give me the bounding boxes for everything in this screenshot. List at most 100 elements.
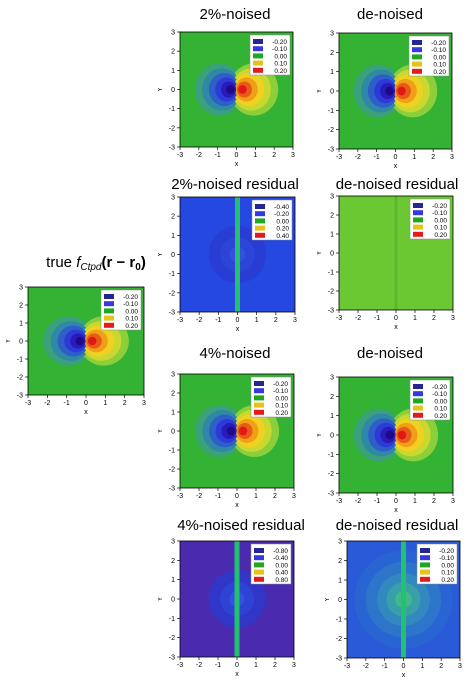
legend-label: -0.10 xyxy=(439,555,454,562)
positive-lobe xyxy=(238,426,248,436)
legend-swatch xyxy=(254,548,264,553)
legend-label: -0.40 xyxy=(273,555,288,562)
y-tick-label: 2 xyxy=(338,558,342,565)
y-tick-label: -3 xyxy=(169,310,175,317)
legend-swatch xyxy=(254,576,264,582)
y-tick-label: 0 xyxy=(338,597,342,604)
true-argument-sub: 0 xyxy=(135,262,141,273)
legend: -0.20-0.100.000.100.20 xyxy=(416,543,458,585)
x-tick-label: 1 xyxy=(412,154,416,161)
positive-lobe xyxy=(397,430,407,440)
title-4-noised: 4%-noised xyxy=(199,345,271,362)
plot-area-r4 xyxy=(180,541,294,657)
legend-swatch xyxy=(104,315,114,321)
legend-label: 0.10 xyxy=(434,225,447,232)
x-tick-label: -3 xyxy=(25,400,31,407)
y-axis-label: Y xyxy=(317,88,323,93)
legend-label: 0.20 xyxy=(275,410,288,417)
true-argument: (r − r xyxy=(101,254,136,271)
x-tick-label: 2 xyxy=(274,317,278,324)
x-tick-label: 3 xyxy=(450,154,454,161)
y-tick-label: -2 xyxy=(169,125,175,132)
x-tick-label: -3 xyxy=(177,152,183,159)
x-axis-label: x xyxy=(394,324,398,330)
legend: -0.20-0.100.000.100.20 xyxy=(249,34,291,76)
negative-lobe xyxy=(385,430,395,440)
plot-area-dr4 xyxy=(347,541,460,658)
title-denoised-2: de-noised xyxy=(357,6,423,23)
legend-swatch xyxy=(254,555,264,561)
y-tick-label: 1 xyxy=(330,413,334,420)
residual-center-line xyxy=(235,197,240,312)
legend: -0.20-0.100.000.100.20 xyxy=(409,198,451,240)
y-tick-label: 1 xyxy=(171,577,175,584)
x-tick-label: -2 xyxy=(363,663,369,670)
legend: -0.20-0.100.000.100.20 xyxy=(409,379,451,421)
legend-swatch xyxy=(413,391,423,397)
x-tick-label: -3 xyxy=(336,498,342,505)
legend-swatch xyxy=(254,402,264,408)
legend-label: -0.20 xyxy=(439,548,454,555)
plot-area-r2 xyxy=(180,197,295,312)
y-tick-label: -3 xyxy=(328,147,334,154)
y-tick-label: -1 xyxy=(169,616,175,623)
x-tick-label: -1 xyxy=(374,315,380,322)
legend-swatch xyxy=(413,384,423,389)
legend: -0.40-0.200.000.200.40 xyxy=(251,199,293,241)
y-tick-label: 1 xyxy=(19,321,23,328)
y-tick-label: -3 xyxy=(169,486,175,493)
x-tick-label: -2 xyxy=(196,317,202,324)
legend-swatch xyxy=(253,39,263,44)
x-tick-label: -3 xyxy=(177,662,183,669)
legend-swatch xyxy=(253,60,263,66)
true-func: f xyxy=(76,254,81,271)
legend-swatch xyxy=(254,409,264,415)
title-denoised-residual-2: de-noised residual xyxy=(335,176,459,193)
y-tick-label: 2 xyxy=(330,50,334,57)
chart-n2: -3 -2 -1 0 1 2 3 -3 -2 -1 0 1 2 3 x Y -0.20-0.100.000.10… xyxy=(158,30,295,168)
y-tick-label: -1 xyxy=(169,106,175,113)
y-tick-label: -1 xyxy=(328,108,334,115)
x-tick-label: -1 xyxy=(215,662,221,669)
legend-swatch xyxy=(412,47,422,53)
y-tick-label: 0 xyxy=(330,251,334,258)
y-tick-label: 3 xyxy=(338,539,342,546)
legend-label: -0.20 xyxy=(273,381,288,388)
x-tick-label: 2 xyxy=(432,498,436,505)
y-tick-label: 3 xyxy=(330,375,334,382)
y-tick-label: 1 xyxy=(338,578,342,585)
y-tick-label: 0 xyxy=(171,252,175,259)
y-tick-label: -2 xyxy=(328,127,334,134)
y-tick-label: 0 xyxy=(171,597,175,604)
y-tick-label: -1 xyxy=(328,452,334,459)
y-tick-label: 2 xyxy=(330,213,334,220)
y-axis-label: Y xyxy=(158,428,164,433)
x-tick-label: -2 xyxy=(355,498,361,505)
y-tick-label: -3 xyxy=(17,393,23,400)
legend-label: 0.10 xyxy=(434,406,447,413)
y-tick-label: 3 xyxy=(19,285,23,292)
legend-label: 0.20 xyxy=(125,323,138,330)
x-tick-label: -1 xyxy=(64,400,70,407)
y-axis-label: Y xyxy=(158,596,164,601)
x-tick-label: -1 xyxy=(215,317,221,324)
y-tick-label: 2 xyxy=(19,303,23,310)
legend-swatch xyxy=(255,211,265,217)
y-axis-label: Y xyxy=(158,87,164,92)
legend-swatch xyxy=(254,562,264,568)
legend-swatch xyxy=(254,388,264,394)
x-tick-label: 0 xyxy=(235,493,239,500)
x-tick-label: -2 xyxy=(44,400,50,407)
x-tick-label: 3 xyxy=(293,317,297,324)
chart-dr2: -3 -2 -1 0 1 2 3 -3 -2 -1 0 1 2 3 x Y -0.20-0.100.000.10… xyxy=(317,194,455,331)
legend-label: 0.20 xyxy=(434,232,447,239)
y-tick-label: 0 xyxy=(171,87,175,94)
legend-swatch xyxy=(413,210,423,216)
legend-swatch xyxy=(254,569,264,575)
x-tick-label: 1 xyxy=(413,315,417,322)
legend-label: 0.20 xyxy=(274,68,287,75)
x-tick-label: 2 xyxy=(273,493,277,500)
y-tick-label: 2 xyxy=(330,394,334,401)
plot-area-n4 xyxy=(180,374,294,488)
